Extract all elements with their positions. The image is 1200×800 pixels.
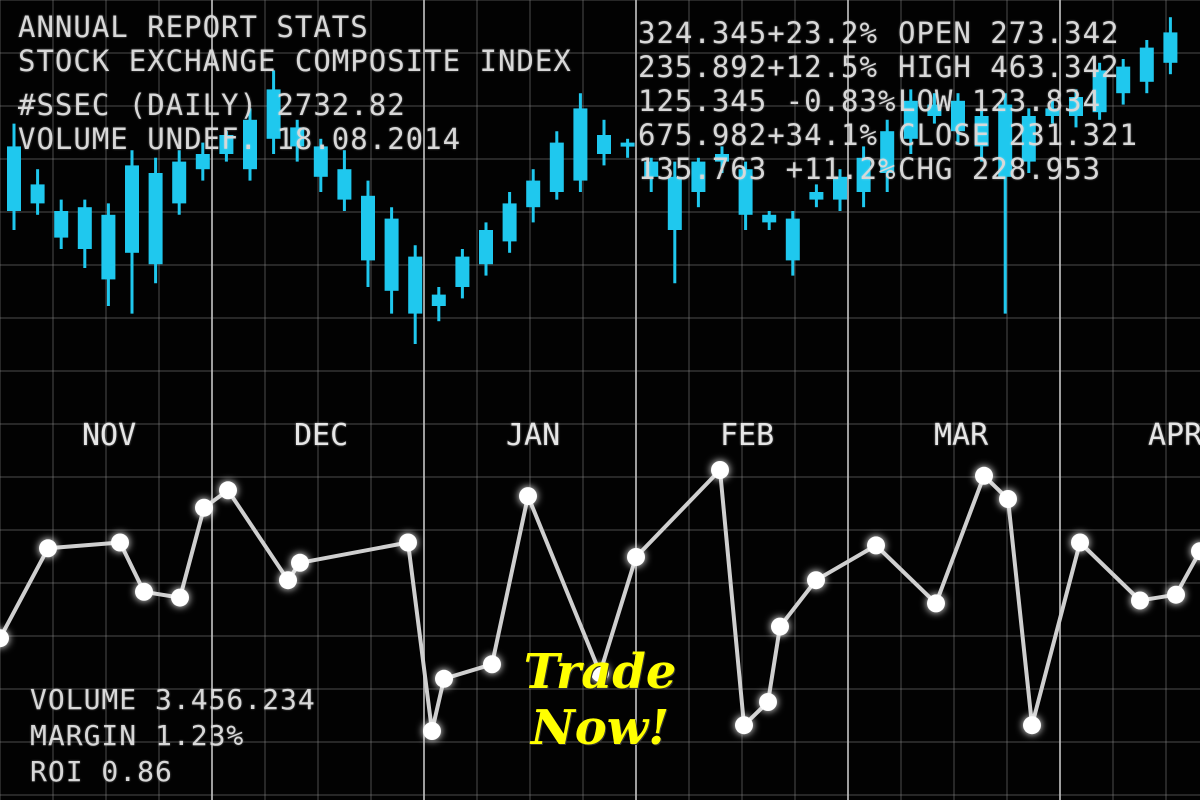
banner-line-1: Trade	[470, 644, 730, 700]
quote-row: 125.345 -0.83%	[638, 84, 896, 118]
line-point	[807, 571, 825, 589]
volume-date-line: VOLUME UNDEF. 18.08.2014	[18, 122, 572, 156]
quote-row: 135.763 +11.2%	[638, 152, 896, 186]
month-label-dec: DEC	[294, 418, 348, 453]
trade-now-banner[interactable]: Trade Now!	[470, 644, 730, 756]
line-point	[279, 571, 297, 589]
report-title: ANNUAL REPORT STATS	[18, 10, 572, 44]
month-label-feb: FEB	[720, 418, 774, 453]
line-point	[135, 583, 153, 601]
line-point	[435, 670, 453, 688]
ohlc-high: HIGH 463.342	[898, 50, 1138, 84]
line-point	[1131, 592, 1149, 610]
quote-list: 324.345+23.2% 235.892+12.5% 125.345 -0.8…	[638, 16, 896, 186]
month-label-jan: JAN	[506, 418, 560, 453]
footer-volume: VOLUME 3.456.234	[30, 682, 316, 718]
month-label-nov: NOV	[82, 418, 136, 453]
line-point	[519, 487, 537, 505]
report-header: ANNUAL REPORT STATS STOCK EXCHANGE COMPO…	[18, 10, 572, 156]
quote-row: 324.345+23.2%	[638, 16, 896, 50]
line-point	[999, 490, 1017, 508]
line-point	[291, 554, 309, 572]
line-point	[1071, 534, 1089, 552]
line-point	[735, 716, 753, 734]
line-point	[1023, 716, 1041, 734]
quote-row: 675.982+34.1%	[638, 118, 896, 152]
line-point	[39, 539, 57, 557]
footer-stats: VOLUME 3.456.234 MARGIN 1.23% ROI 0.86	[30, 682, 316, 790]
line-point	[111, 534, 129, 552]
line-point	[195, 499, 213, 517]
report-subtitle: STOCK EXCHANGE COMPOSITE INDEX	[18, 44, 572, 78]
line-point	[1191, 542, 1200, 560]
line-point	[771, 618, 789, 636]
line-point	[423, 722, 441, 740]
footer-margin: MARGIN 1.23%	[30, 718, 316, 754]
line-point	[975, 467, 993, 485]
quote-row: 235.892+12.5%	[638, 50, 896, 84]
line-point	[399, 534, 417, 552]
line-point	[0, 629, 9, 647]
month-label-apr: APR	[1148, 418, 1200, 453]
ohlc-low: LOW 123.834	[898, 84, 1138, 118]
line-point	[927, 594, 945, 612]
footer-roi: ROI 0.86	[30, 754, 316, 790]
line-point	[711, 461, 729, 479]
ohlc-change: CHG 228.953	[898, 152, 1138, 186]
banner-line-2: Now!	[470, 700, 730, 756]
line-point	[867, 536, 885, 554]
ticker-line: #SSEC (DAILY) 2732.82	[18, 88, 572, 122]
line-point	[759, 693, 777, 711]
month-label-mar: MAR	[934, 418, 988, 453]
ohlc-open: OPEN 273.342	[898, 16, 1138, 50]
ohlc-panel: OPEN 273.342 HIGH 463.342 LOW 123.834 CL…	[898, 16, 1138, 186]
line-point	[171, 589, 189, 607]
line-point	[627, 548, 645, 566]
ohlc-close: CLOSE 231.321	[898, 118, 1138, 152]
line-point	[219, 481, 237, 499]
line-point	[1167, 586, 1185, 604]
